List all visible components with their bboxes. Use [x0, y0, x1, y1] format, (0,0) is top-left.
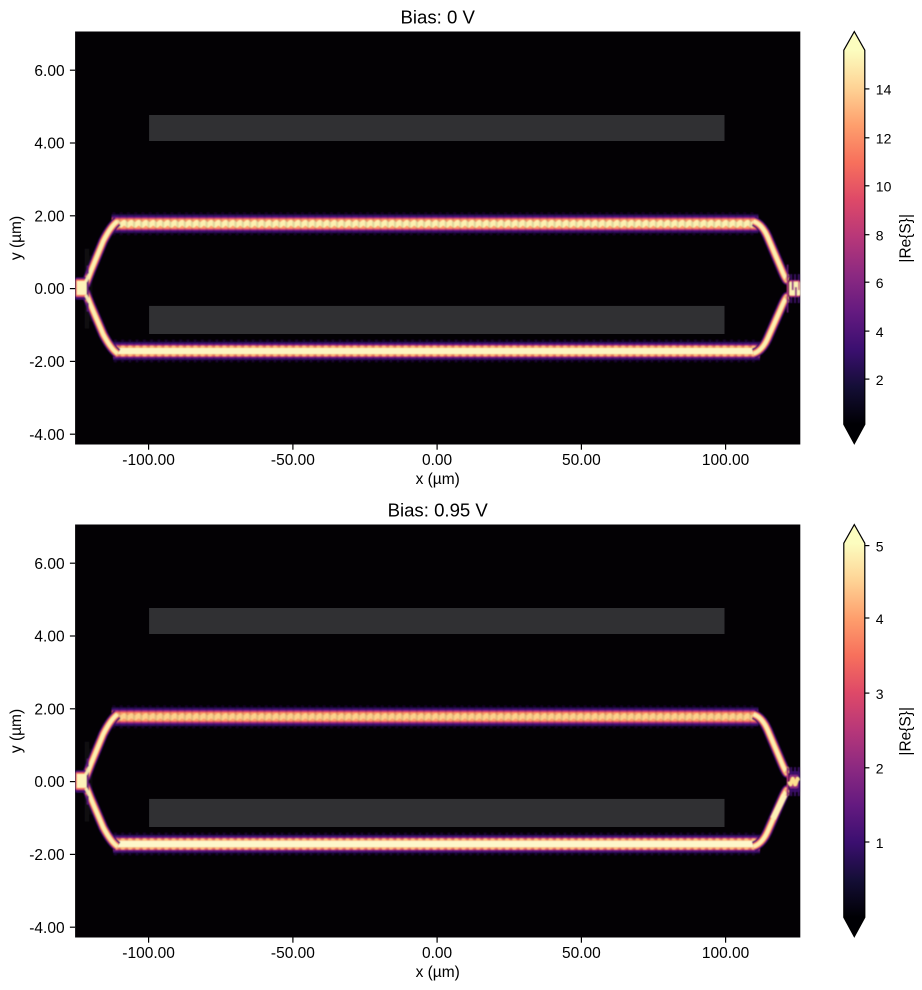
svg-text:Bias: 0 V: Bias: 0 V — [400, 7, 475, 28]
svg-text:y (µm): y (µm) — [8, 216, 25, 260]
svg-text:4: 4 — [876, 324, 884, 340]
svg-text:-50.00: -50.00 — [271, 945, 315, 962]
svg-text:0.00: 0.00 — [34, 774, 65, 791]
svg-text:4.00: 4.00 — [34, 629, 65, 646]
svg-text:5: 5 — [876, 538, 884, 554]
svg-text:6.00: 6.00 — [34, 63, 65, 80]
svg-text:x (µm): x (µm) — [416, 471, 460, 488]
svg-text:2.00: 2.00 — [34, 208, 65, 225]
svg-text:3: 3 — [876, 686, 884, 702]
svg-text:|Re{S}|: |Re{S}| — [898, 214, 915, 263]
svg-text:8: 8 — [876, 228, 884, 244]
svg-text:4.00: 4.00 — [34, 136, 65, 153]
svg-text:2: 2 — [876, 761, 884, 777]
svg-text:-50.00: -50.00 — [271, 452, 315, 469]
svg-text:-4.00: -4.00 — [29, 427, 65, 444]
svg-text:-100.00: -100.00 — [122, 945, 175, 962]
svg-text:-2.00: -2.00 — [29, 354, 65, 371]
svg-text:0.00: 0.00 — [422, 452, 453, 469]
svg-text:-4.00: -4.00 — [29, 920, 65, 937]
svg-text:6: 6 — [876, 275, 884, 291]
svg-text:100.00: 100.00 — [702, 452, 750, 469]
svg-text:6.00: 6.00 — [34, 556, 65, 573]
svg-text:y (µm): y (µm) — [8, 709, 25, 753]
svg-text:-100.00: -100.00 — [122, 452, 175, 469]
svg-text:|Re{S}|: |Re{S}| — [898, 707, 915, 756]
svg-text:2.00: 2.00 — [34, 701, 65, 718]
svg-text:Bias: 0.95 V: Bias: 0.95 V — [388, 500, 489, 521]
svg-text:0.00: 0.00 — [422, 945, 453, 962]
svg-text:x (µm): x (µm) — [416, 964, 460, 981]
svg-text:2: 2 — [876, 372, 884, 388]
svg-text:50.00: 50.00 — [562, 452, 601, 469]
svg-text:50.00: 50.00 — [562, 945, 601, 962]
svg-text:-2.00: -2.00 — [29, 847, 65, 864]
svg-text:14: 14 — [876, 82, 892, 98]
svg-text:0.00: 0.00 — [34, 281, 65, 298]
svg-text:4: 4 — [876, 611, 884, 627]
svg-text:100.00: 100.00 — [702, 945, 750, 962]
svg-text:1: 1 — [876, 835, 884, 851]
svg-text:12: 12 — [876, 131, 892, 147]
svg-text:10: 10 — [876, 179, 892, 195]
